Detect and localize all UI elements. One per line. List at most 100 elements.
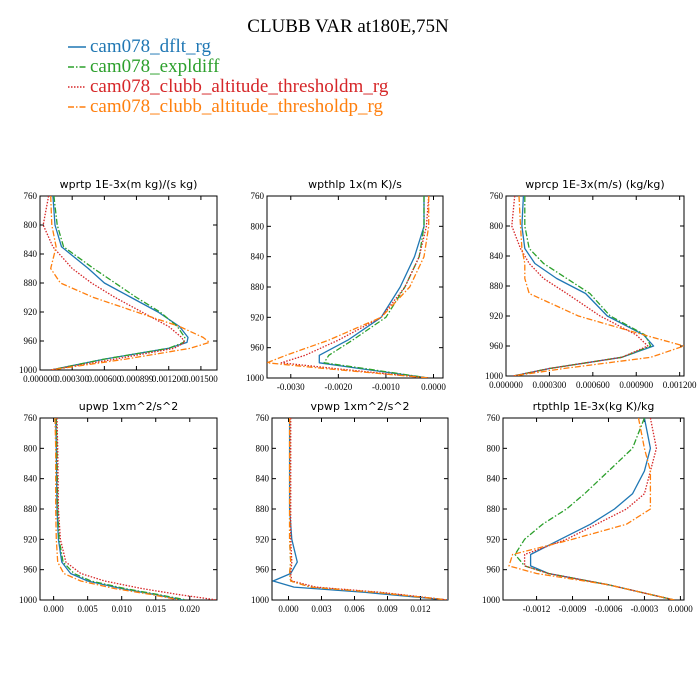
series-line [267, 196, 430, 378]
y-tick-label: 920 [256, 534, 270, 544]
series-line [511, 196, 649, 376]
y-tick-label: 920 [487, 534, 501, 544]
y-tick-label: 840 [24, 249, 38, 259]
y-tick-label: 960 [256, 565, 270, 575]
chart-panel: wprtp 1E-3x(m kg)/(s kg) 760 800 840 880 920 9… [19, 178, 218, 384]
x-tick-label: 0.000000 [23, 374, 57, 384]
plot-frame [271, 417, 449, 601]
y-tick-label: 1000 [19, 365, 38, 375]
legend-item: cam078_expldiff [68, 56, 220, 77]
y-tick-label: 1000 [482, 595, 501, 605]
panel-title: vpwp 1xm^2/s^2 [310, 400, 409, 413]
legend-label: cam078_clubb_altitude_thresholdp_rg [90, 96, 384, 117]
y-tick-label: 960 [487, 565, 501, 575]
y-tick-label: 960 [490, 341, 504, 351]
y-tick-label: 880 [24, 504, 38, 514]
series-line [56, 418, 217, 600]
x-tick-label: 0.000600 [87, 374, 121, 384]
x-tick-label: 0.000899 [120, 374, 154, 384]
y-tick-label: 800 [24, 443, 38, 453]
x-tick-label: 0.012 [410, 604, 430, 614]
series-line [55, 418, 187, 600]
x-tick-label: 0.020 [180, 604, 201, 614]
panel-title: rtpthlp 1E-3x(kg K)/kg [533, 400, 655, 413]
y-tick-label: 920 [490, 311, 504, 321]
series-line [50, 196, 186, 370]
chart-panel: wprcp 1E-3x(m/s) (kg/kg) 760 800 840 880 920 9… [485, 178, 697, 390]
y-tick-label: 880 [251, 282, 265, 292]
y-tick-label: 760 [251, 191, 265, 201]
y-tick-label: 760 [24, 191, 38, 201]
series-line [55, 418, 184, 600]
x-tick-label: 0.001500 [184, 374, 218, 384]
series-group [42, 196, 211, 370]
series-line [288, 418, 448, 600]
plot-frame [39, 195, 218, 371]
series-group [54, 418, 217, 600]
series-line [513, 196, 684, 376]
y-tick-label: 920 [24, 534, 38, 544]
y-tick-label: 800 [24, 220, 38, 230]
series-group [267, 196, 430, 378]
series-line [529, 418, 675, 600]
chart-panel: vpwp 1xm^2/s^2 760 800 840 880 920 960 1000 0.00… [251, 400, 449, 614]
x-tick-label: 0.000600 [576, 380, 610, 390]
y-tick-label: 1000 [19, 595, 38, 605]
y-tick-label: 760 [24, 413, 38, 423]
y-tick-label: 840 [251, 252, 265, 262]
x-tick-label: 0.015 [146, 604, 167, 614]
x-tick-label: -0.0006 [595, 604, 623, 614]
x-tick-label: -0.0009 [559, 604, 587, 614]
x-tick-label: -0.0020 [324, 382, 352, 392]
chart-panel: upwp 1xm^2/s^2 760 800 840 880 920 960 1000 0.00… [19, 400, 218, 614]
y-tick-label: 880 [487, 504, 501, 514]
y-tick-label: 960 [24, 565, 38, 575]
x-tick-label: 0.000 [278, 604, 299, 614]
y-tick-label: 760 [490, 191, 504, 201]
x-tick-label: -0.0012 [523, 604, 551, 614]
y-tick-label: 1000 [485, 371, 504, 381]
panel-title: wpthlp 1x(m K)/s [308, 178, 402, 191]
y-tick-label: 920 [251, 312, 265, 322]
x-tick-label: -0.0030 [277, 382, 305, 392]
y-tick-label: 920 [24, 307, 38, 317]
y-tick-label: 880 [24, 278, 38, 288]
y-tick-label: 840 [24, 474, 38, 484]
x-tick-label: 0.000 [43, 604, 64, 614]
series-line [514, 418, 675, 600]
chart-panel: wpthlp 1x(m K)/s 760 800 840 880 920 960 1000 -0… [246, 178, 446, 392]
y-tick-label: 760 [487, 413, 501, 423]
x-tick-label: 0.006 [344, 604, 365, 614]
series-line [280, 196, 430, 378]
y-tick-label: 1000 [246, 373, 265, 383]
series-line [318, 196, 429, 378]
x-tick-label: 0.003 [311, 604, 332, 614]
y-tick-label: 960 [24, 336, 38, 346]
series-group [511, 196, 684, 376]
x-tick-label: 0.001200 [152, 374, 186, 384]
legend-label: cam078_clubb_altitude_thresholdm_rg [90, 76, 389, 97]
legend-item: cam078_clubb_altitude_thresholdp_rg [68, 96, 384, 117]
series-line [50, 196, 211, 370]
x-tick-label: 0.000000 [489, 380, 523, 390]
x-tick-label: 0.010 [112, 604, 133, 614]
x-tick-label: 0.0000 [668, 604, 693, 614]
y-tick-label: 800 [251, 221, 265, 231]
x-tick-label: 0.0000 [421, 382, 446, 392]
x-tick-label: -0.0003 [631, 604, 659, 614]
x-tick-label: 0.009 [377, 604, 398, 614]
series-line [42, 196, 186, 370]
series-group [508, 418, 675, 600]
plot-frame [502, 417, 685, 601]
y-tick-label: 760 [256, 413, 270, 423]
chart-panel: rtpthlp 1E-3x(kg K)/kg 760 800 840 880 920 960… [482, 400, 693, 614]
panel-title: wprcp 1E-3x(m/s) (kg/kg) [525, 178, 664, 191]
y-tick-label: 800 [256, 443, 270, 453]
y-tick-label: 880 [490, 281, 504, 291]
y-tick-label: 880 [256, 504, 270, 514]
figure-title: CLUBB VAR at180E,75N [247, 16, 449, 37]
series-line [290, 418, 448, 600]
legend-label: cam078_dflt_rg [90, 36, 212, 57]
y-tick-label: 960 [251, 343, 265, 353]
